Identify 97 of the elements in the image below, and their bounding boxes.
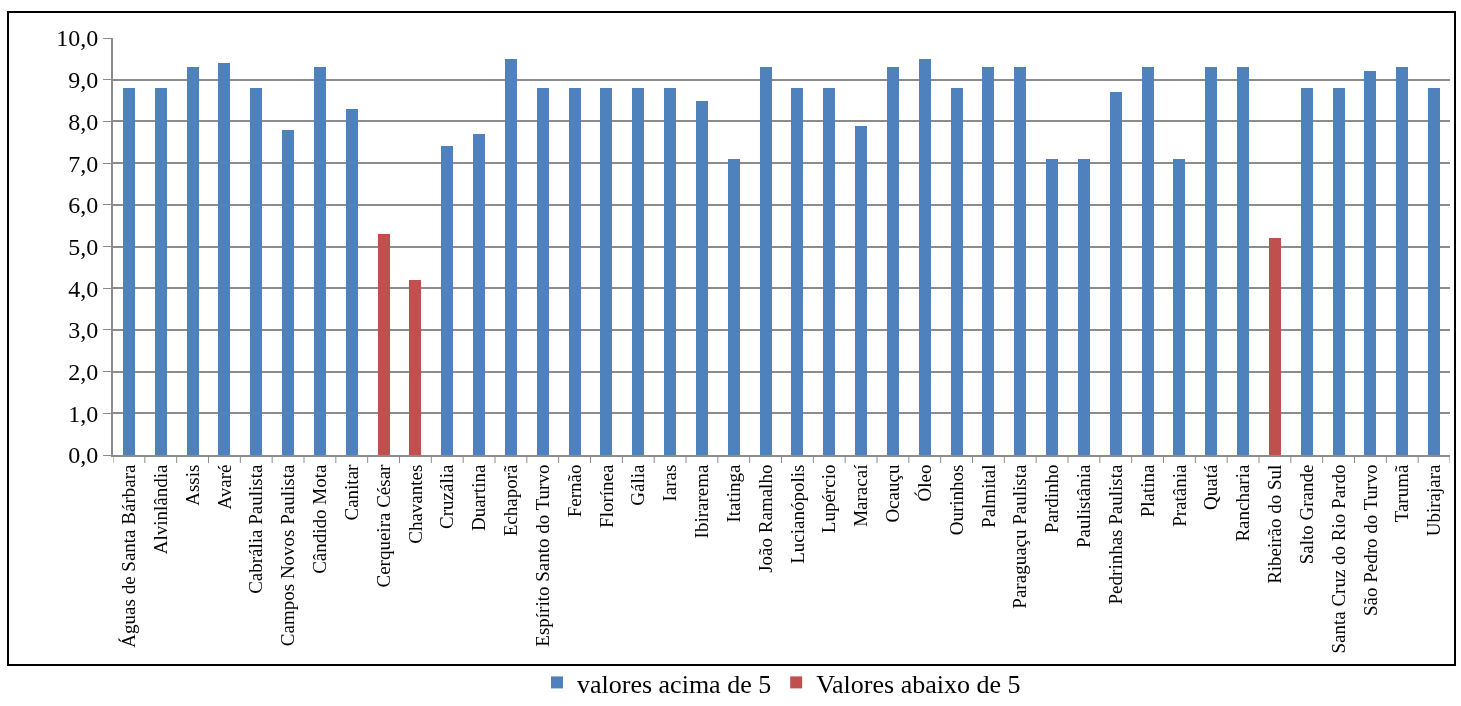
x-tick-label: Palmital [977, 464, 999, 528]
bar [1014, 67, 1027, 455]
bar [568, 88, 581, 455]
bar [664, 88, 677, 455]
x-tick-label: Canitar [340, 463, 362, 521]
x-tick-label: Ocauçu [882, 464, 904, 523]
x-tick-label: Echaporã [500, 464, 522, 537]
bar [950, 88, 963, 455]
y-tick-label: 10,0 [56, 25, 99, 52]
bar [473, 133, 486, 455]
x-tick-label: Salto Grande [1295, 464, 1317, 565]
bar [823, 88, 836, 455]
y-tick-label: 5,0 [68, 233, 99, 260]
bar [441, 146, 454, 455]
x-tick-label: Pratânia [1168, 464, 1190, 527]
bar [377, 233, 390, 455]
y-tick-label: 4,0 [68, 275, 99, 302]
x-tick-label: Duartina [468, 464, 490, 532]
x-tick-label: Cândido Mota [309, 464, 331, 574]
bar [918, 58, 931, 455]
y-tick-label: 3,0 [68, 317, 99, 344]
bar [1237, 67, 1250, 455]
x-tick-label: Avaré [213, 464, 235, 510]
bar [504, 58, 517, 455]
bar [727, 158, 740, 455]
x-tick-label: Gália [627, 464, 649, 506]
x-tick-label: Iaras [659, 464, 681, 502]
x-tick-label: Florínea [595, 464, 617, 528]
bar [250, 88, 263, 455]
y-tick-label: 7,0 [68, 150, 99, 177]
x-tick-label: Ubirajara [1423, 464, 1445, 537]
bar [1046, 158, 1059, 455]
bar [1205, 67, 1218, 455]
legend-label: Valores abaixo de 5 [816, 669, 1021, 699]
x-tick-label: Rancharia [1232, 464, 1254, 542]
x-tick-label: Cabrália Paulista [245, 464, 267, 594]
bar [154, 88, 167, 455]
bar [186, 67, 199, 455]
y-tick-label: 1,0 [68, 400, 99, 427]
bar [1141, 67, 1154, 455]
bar [1173, 158, 1186, 455]
x-tick-label: Quatá [1200, 464, 1222, 510]
x-tick-label: Paulistânia [1073, 464, 1095, 548]
bar [886, 67, 899, 455]
bar [1077, 158, 1090, 455]
y-tick-label: 2,0 [68, 359, 99, 385]
x-tick-label: Pardinho [1041, 464, 1063, 534]
x-tick-label: Paraguaçu Paulista [1009, 464, 1031, 609]
bar [695, 100, 708, 455]
x-tick-label: Ibirarema [691, 464, 713, 539]
bar [218, 63, 231, 455]
bar [122, 88, 135, 455]
x-tick-label: Cerqueira César [372, 463, 394, 588]
x-tick-label: Águas de Santa Bárbara [118, 464, 140, 648]
bar [982, 67, 995, 455]
bar [600, 88, 613, 455]
x-tick-label: Lupércio [818, 464, 840, 534]
bar [1109, 92, 1122, 455]
y-tick-label: 9,0 [68, 67, 99, 94]
x-tick-label: Itatinga [722, 464, 744, 523]
x-tick-label: Tarumã [1391, 464, 1413, 523]
bar [791, 88, 804, 455]
bar [282, 129, 295, 455]
x-tick-label: Lucianópolis [786, 464, 808, 564]
x-tick-label: Campos Novos Paulista [277, 464, 299, 647]
x-tick-label: Ribeirão do Sul [1264, 464, 1286, 584]
x-tick-label: Cruzália [436, 464, 458, 529]
legend-label: valores acima de 5 [577, 669, 772, 699]
x-tick-label: João Ramalho [754, 464, 776, 573]
bar [1428, 88, 1441, 455]
y-tick-label: 6,0 [68, 192, 99, 219]
bar [1300, 88, 1313, 455]
bar [345, 108, 358, 455]
bar [855, 125, 868, 455]
x-tick-label: São Pedro do Turvo [1359, 464, 1381, 617]
x-tick-label: Pedrinhas Paulista [1104, 464, 1126, 605]
x-tick-label: Alvinlândia [149, 464, 171, 555]
bar [1268, 238, 1281, 455]
bar [1396, 67, 1409, 455]
x-tick-label: Óleo [913, 464, 935, 502]
bar [536, 88, 549, 455]
x-tick-label: Fernão [563, 464, 585, 518]
bar [1332, 88, 1345, 455]
x-tick-label: Assis [181, 464, 203, 506]
x-tick-label: Espírito Santo do Turvo [531, 464, 553, 647]
bar [313, 67, 326, 455]
x-tick-label: Chavantes [404, 464, 426, 544]
y-tick-label: 8,0 [68, 108, 99, 135]
x-tick-label: Maracaí [850, 463, 872, 527]
bar [409, 279, 422, 455]
x-tick-label: Santa Cruz do Rio Pardo [1327, 464, 1349, 654]
bar [759, 67, 772, 455]
bar [1364, 71, 1377, 455]
bar [632, 88, 645, 455]
x-tick-label: Platina [1136, 464, 1158, 518]
x-tick-label: Ourinhos [945, 464, 967, 536]
y-tick-label: 0,0 [68, 442, 99, 469]
